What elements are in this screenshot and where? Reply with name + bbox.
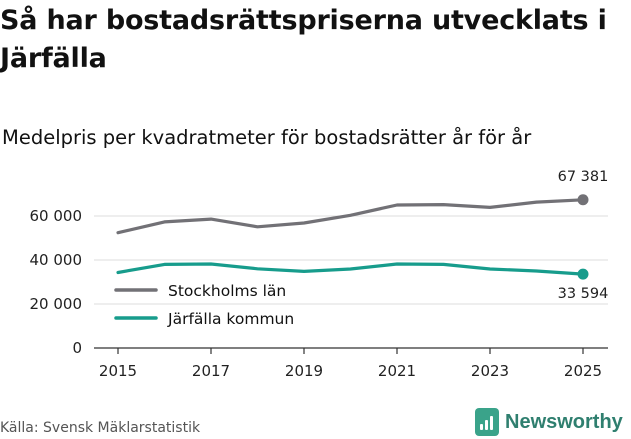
line-chart: 0 20 000 40 000 60 000 2015 2017 2019 2021 2023… xyxy=(30,169,609,380)
x-tick-label: 2015 xyxy=(99,362,137,380)
series-lines: 67 381 33 594 xyxy=(116,169,609,302)
chart-subtitle: Medelpris per kvadratmeter för bostadsrä… xyxy=(2,126,532,149)
data-label: 33 594 xyxy=(558,286,609,302)
y-tick-label: 60 000 xyxy=(30,207,83,225)
source-note: Källa: Svensk Mäklarstatistik xyxy=(0,420,201,436)
x-axis-ticks: 2015 2017 2019 2021 2023 2025 xyxy=(99,348,602,380)
x-tick-label: 2025 xyxy=(564,362,602,380)
brand-name: Newsworthy xyxy=(505,410,623,433)
y-tick-label: 0 xyxy=(72,339,82,357)
data-label: 67 381 xyxy=(558,169,609,185)
series-end-point xyxy=(577,194,589,206)
y-tick-label: 40 000 xyxy=(30,251,83,269)
series-line-stockholms-lan xyxy=(116,198,585,235)
series-line-jarfalla-kommun xyxy=(116,262,585,276)
newsworthy-logo-icon xyxy=(475,408,499,436)
legend-label: Järfälla kommun xyxy=(167,310,294,328)
x-tick-label: 2017 xyxy=(192,362,230,380)
y-axis-ticks: 0 20 000 40 000 60 000 xyxy=(30,207,83,357)
x-tick-label: 2021 xyxy=(378,362,416,380)
x-tick-label: 2019 xyxy=(285,362,323,380)
legend-label: Stockholms län xyxy=(168,282,286,300)
chart-title: Så har bostadsrättspriserna utvecklats i… xyxy=(0,5,607,74)
series-end-point xyxy=(577,268,589,280)
y-tick-label: 20 000 xyxy=(30,295,83,313)
legend: Stockholms län Järfälla kommun xyxy=(114,282,294,328)
x-tick-label: 2023 xyxy=(471,362,509,380)
brand-logo: Newsworthy xyxy=(475,406,631,438)
